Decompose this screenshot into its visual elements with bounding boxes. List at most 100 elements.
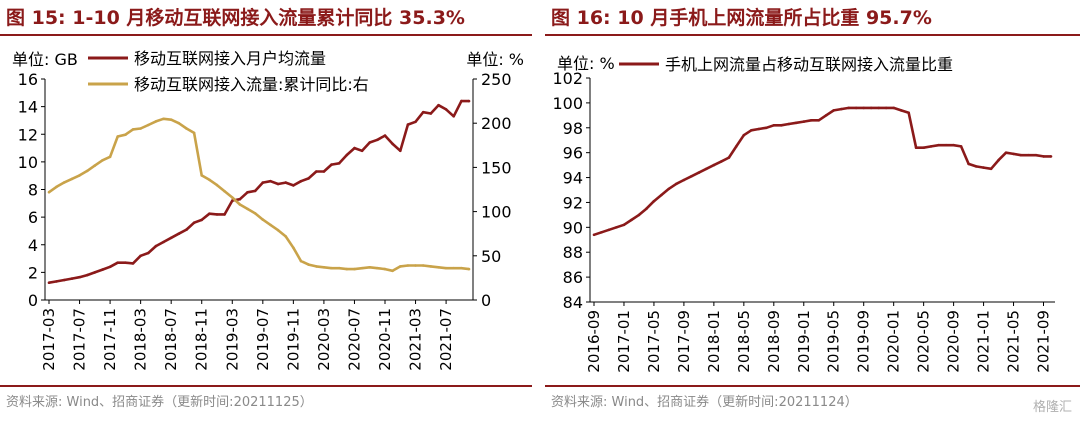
data-point	[231, 199, 234, 202]
legend-label: 移动互联网接入流量:累计同比:右	[134, 75, 369, 94]
data-point	[93, 271, 97, 274]
x-tick-label: 2017-05	[645, 310, 663, 373]
data-point	[429, 265, 433, 268]
data-point	[690, 175, 693, 178]
data-point	[592, 233, 596, 237]
x-tick-label: 2019-03	[223, 308, 241, 371]
data-point	[292, 184, 295, 187]
data-point	[337, 266, 341, 270]
data-point	[315, 170, 318, 173]
data-point	[116, 261, 119, 264]
data-point	[667, 187, 671, 191]
data-point	[315, 265, 318, 268]
data-point	[139, 127, 142, 130]
data-point	[261, 218, 265, 221]
x-tick-label: 2019-01	[795, 310, 813, 373]
data-point	[322, 266, 326, 269]
source-note: 资料来源: Wind、招商证券（更新时间:20211124）	[551, 395, 858, 410]
data-point	[330, 163, 333, 166]
data-point	[200, 218, 203, 222]
data-point	[406, 264, 410, 267]
data-point	[600, 231, 603, 234]
data-point	[765, 126, 768, 130]
data-point	[124, 133, 127, 136]
y-tick-label: 96	[563, 144, 583, 163]
data-point	[63, 181, 66, 184]
x-tick-label: 2017-01	[615, 310, 633, 373]
x-tick-label: 2018-05	[735, 310, 753, 373]
data-point	[376, 138, 379, 142]
chart-right-svg: 84 86 88 90 92 94 96 98 100 102 2016-09 2017-01 2017…	[552, 54, 1055, 373]
data-point	[383, 267, 387, 271]
y-tick-label: 102	[552, 69, 583, 88]
data-point	[615, 226, 618, 229]
data-point	[162, 117, 165, 121]
data-point	[177, 232, 181, 235]
x-tick-label: 2020-01	[885, 310, 903, 373]
data-point	[337, 162, 341, 165]
data-point	[55, 185, 58, 189]
data-point	[467, 99, 471, 103]
y-tick-label: 98	[563, 119, 583, 138]
data-point	[269, 179, 272, 183]
data-point	[997, 158, 1000, 162]
data-point	[937, 143, 940, 147]
data-point	[238, 197, 242, 201]
y-tick-label: 0	[28, 291, 38, 310]
data-point	[444, 266, 448, 270]
data-point	[208, 212, 211, 215]
data-point	[750, 129, 753, 132]
data-point	[637, 213, 641, 217]
y-right-tick-label: 150	[481, 158, 512, 177]
y-tick-label: 90	[563, 218, 583, 237]
data-point	[1019, 153, 1023, 157]
data-point	[261, 181, 265, 184]
y-right-tick-label: 100	[481, 203, 512, 222]
data-point	[391, 269, 394, 273]
data-point	[720, 160, 723, 163]
data-point	[787, 122, 791, 126]
data-point	[169, 118, 173, 121]
x-tick-label: 2021-03	[407, 308, 425, 371]
figure-title: 图 16: 10 月手机上网流量所占比重 95.7%	[551, 7, 932, 29]
data-point	[55, 280, 58, 283]
data-point	[78, 174, 81, 177]
data-point	[253, 189, 257, 193]
x-tick-label: 2020-11	[376, 308, 394, 371]
data-point	[101, 159, 104, 162]
right-figure-panel: 图 16: 10 月手机上网流量所占比重 95.7% 84 86 88 90 92 94 9…	[545, 0, 1080, 423]
data-point	[660, 193, 663, 197]
y-tick-label: 6	[28, 208, 38, 227]
x-tick-label: 2021-07	[437, 308, 455, 371]
data-point	[353, 146, 356, 150]
data-point	[832, 109, 835, 112]
data-point	[307, 177, 310, 180]
x-tick-label: 2017-07	[71, 308, 89, 371]
data-point	[421, 110, 425, 114]
data-point	[959, 145, 963, 148]
chart-left-svg: 0 2 4 6 8 10 12 14 16 0 50 100 150 200 250 2017-03 2017-…	[12, 49, 524, 371]
data-point	[368, 266, 372, 269]
x-tick-label: 2021-05	[1005, 310, 1023, 373]
data-point	[907, 111, 910, 115]
data-point	[85, 169, 89, 173]
data-point	[727, 156, 731, 159]
data-point	[712, 163, 716, 167]
data-point	[452, 115, 456, 118]
x-tick-label: 2018-07	[162, 308, 180, 371]
x-tick-label: 2018-01	[705, 310, 723, 373]
data-point	[299, 179, 303, 183]
data-point	[824, 114, 828, 117]
y-tick-label: 14	[18, 98, 38, 117]
data-point	[292, 246, 295, 250]
data-point	[223, 190, 226, 193]
x-tick-label: 2018-11	[193, 308, 211, 371]
data-point	[223, 213, 226, 216]
data-point	[124, 261, 127, 264]
data-point	[742, 133, 746, 137]
data-point	[1034, 153, 1038, 157]
y-right-tick-label: 0	[481, 291, 491, 310]
data-point	[414, 120, 417, 124]
y-tick-label: 8	[28, 181, 38, 200]
data-point	[108, 265, 112, 269]
